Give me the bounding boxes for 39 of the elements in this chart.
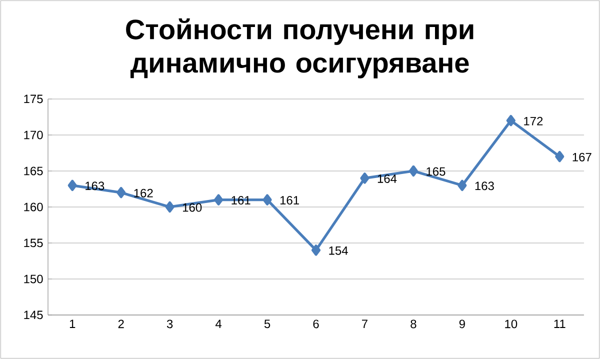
x-tick-label: 3 — [166, 320, 173, 328]
point — [116, 186, 126, 198]
x-tick-label: 4 — [215, 320, 222, 328]
point — [262, 194, 272, 206]
x-tick-label: 10 — [505, 320, 518, 328]
data-label: 163 — [475, 182, 494, 190]
x-tick-label: 1 — [70, 320, 76, 328]
x-tick-label: 7 — [362, 320, 368, 328]
data-label: 154 — [329, 246, 348, 255]
data-label: 161 — [280, 196, 299, 205]
y-tick-label: 175 — [24, 94, 43, 104]
x-tick-label: 9 — [459, 320, 465, 328]
y-tick-label: 150 — [24, 274, 43, 284]
x-tick-label: 8 — [410, 320, 416, 328]
data-label: 165 — [426, 167, 446, 176]
point — [506, 114, 516, 126]
x-tick-label: 11 — [554, 320, 566, 328]
point — [555, 150, 564, 162]
point — [214, 194, 224, 206]
point — [165, 201, 174, 213]
point — [408, 165, 418, 177]
data-label: 164 — [378, 174, 397, 183]
data-label: 162 — [134, 188, 153, 198]
x-tick-label: 6 — [313, 320, 319, 328]
point — [360, 172, 370, 184]
data-label: 160 — [183, 203, 202, 212]
x-tick-label: 5 — [264, 320, 270, 328]
y-tick-label: 160 — [24, 202, 43, 212]
chart-title: Стойности получени при динамично осигуряване — [126, 18, 474, 78]
y-tick-label: 170 — [24, 130, 43, 140]
point — [68, 180, 77, 191]
data-label: 172 — [524, 116, 543, 126]
point — [458, 180, 467, 191]
y-tick-label: 155 — [24, 238, 43, 248]
y-tick-label: 145 — [24, 310, 43, 320]
y-tick-label: 165 — [24, 166, 43, 176]
data-label: 167 — [572, 152, 592, 162]
point — [311, 244, 321, 256]
x-tick-label: 2 — [118, 320, 124, 328]
